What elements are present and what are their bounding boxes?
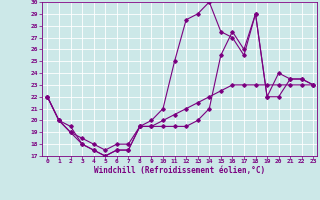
X-axis label: Windchill (Refroidissement éolien,°C): Windchill (Refroidissement éolien,°C) xyxy=(94,166,265,175)
